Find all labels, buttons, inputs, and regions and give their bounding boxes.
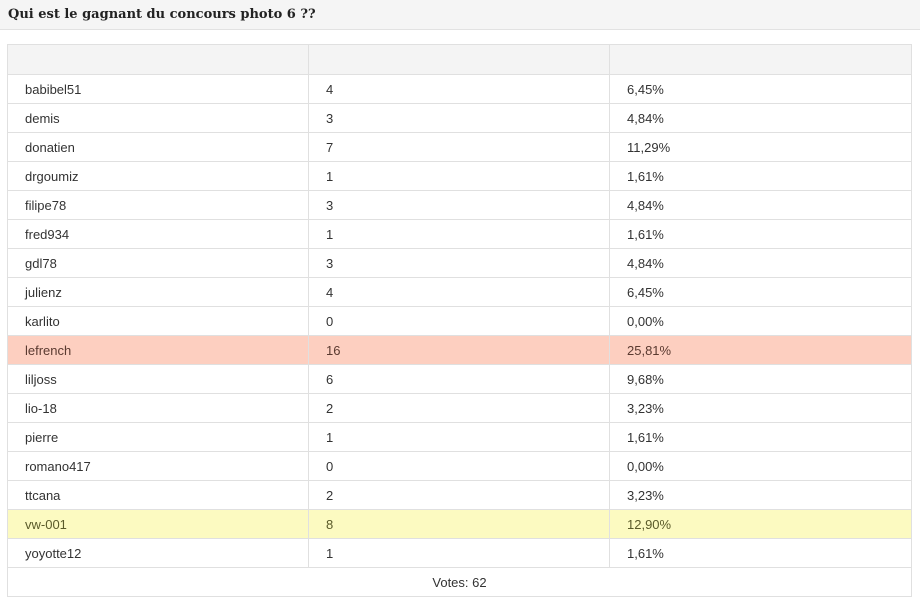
vote-count-cell: 2 <box>308 393 610 423</box>
vote-count-cell: 3 <box>308 103 610 133</box>
vote-percent-cell: 1,61% <box>609 422 912 452</box>
table-row: lefrench 16 25,81% <box>7 335 912 365</box>
table-row: babibel51 4 6,45% <box>7 74 912 104</box>
table-row: romano417 0 0,00% <box>7 451 912 481</box>
vote-percent-cell: 25,81% <box>609 335 912 365</box>
table-row: karlito 0 0,00% <box>7 306 912 336</box>
participant-name-cell: fred934 <box>7 219 309 249</box>
table-row: ttcana 2 3,23% <box>7 480 912 510</box>
participant-name-cell: julienz <box>7 277 309 307</box>
participant-name-cell: lefrench <box>7 335 309 365</box>
participant-name-cell: donatien <box>7 132 309 162</box>
participant-name-cell: filipe78 <box>7 190 309 220</box>
poll-results-table: babibel51 4 6,45% demis 3 4,84% donatien 7 11,29… <box>7 44 912 597</box>
column-header-votes <box>308 44 610 75</box>
vote-percent-cell: 0,00% <box>609 451 912 481</box>
column-header-percent <box>609 44 912 75</box>
participant-name-cell: pierre <box>7 422 309 452</box>
vote-percent-cell: 3,23% <box>609 393 912 423</box>
vote-percent-cell: 11,29% <box>609 132 912 162</box>
vote-count-cell: 8 <box>308 509 610 539</box>
participant-name-cell: drgoumiz <box>7 161 309 191</box>
table-row: filipe78 3 4,84% <box>7 190 912 220</box>
vote-count-cell: 3 <box>308 190 610 220</box>
table-row: donatien 7 11,29% <box>7 132 912 162</box>
poll-header: Qui est le gagnant du concours photo 6 ?… <box>0 0 920 30</box>
table-row: julienz 4 6,45% <box>7 277 912 307</box>
vote-percent-cell: 9,68% <box>609 364 912 394</box>
column-header-name <box>7 44 309 75</box>
table-row: gdl78 3 4,84% <box>7 248 912 278</box>
participant-name-cell: babibel51 <box>7 74 309 104</box>
vote-percent-cell: 6,45% <box>609 74 912 104</box>
vote-count-cell: 2 <box>308 480 610 510</box>
vote-percent-cell: 6,45% <box>609 277 912 307</box>
vote-count-cell: 7 <box>308 132 610 162</box>
participant-name-cell: liljoss <box>7 364 309 394</box>
participant-name-cell: karlito <box>7 306 309 336</box>
table-row: lio-18 2 3,23% <box>7 393 912 423</box>
vote-count-cell: 0 <box>308 306 610 336</box>
table-row: demis 3 4,84% <box>7 103 912 133</box>
vote-percent-cell: 4,84% <box>609 103 912 133</box>
vote-count-cell: 4 <box>308 277 610 307</box>
vote-percent-cell: 1,61% <box>609 161 912 191</box>
vote-count-cell: 3 <box>308 248 610 278</box>
participant-name-cell: lio-18 <box>7 393 309 423</box>
participant-name-cell: vw-001 <box>7 509 309 539</box>
vote-count-cell: 4 <box>308 74 610 104</box>
table-footer-row: Votes: 62 <box>7 567 912 597</box>
participant-name-cell: romano417 <box>7 451 309 481</box>
vote-percent-cell: 12,90% <box>609 509 912 539</box>
participant-name-cell: yoyotte12 <box>7 538 309 568</box>
total-votes: Votes: 62 <box>7 567 912 597</box>
table-row: fred934 1 1,61% <box>7 219 912 249</box>
table-body: babibel51 4 6,45% demis 3 4,84% donatien 7 11,29… <box>7 74 912 568</box>
vote-count-cell: 0 <box>308 451 610 481</box>
table-row: drgoumiz 1 1,61% <box>7 161 912 191</box>
vote-count-cell: 1 <box>308 538 610 568</box>
vote-percent-cell: 1,61% <box>609 538 912 568</box>
vote-percent-cell: 3,23% <box>609 480 912 510</box>
poll-title: Qui est le gagnant du concours photo 6 ?… <box>8 7 316 22</box>
vote-count-cell: 1 <box>308 422 610 452</box>
vote-count-cell: 1 <box>308 161 610 191</box>
table-header-row <box>7 44 912 75</box>
vote-count-cell: 1 <box>308 219 610 249</box>
vote-count-cell: 6 <box>308 364 610 394</box>
vote-percent-cell: 4,84% <box>609 248 912 278</box>
vote-percent-cell: 1,61% <box>609 219 912 249</box>
vote-percent-cell: 0,00% <box>609 306 912 336</box>
table-row: yoyotte12 1 1,61% <box>7 538 912 568</box>
participant-name-cell: demis <box>7 103 309 133</box>
table-row: pierre 1 1,61% <box>7 422 912 452</box>
table-row: liljoss 6 9,68% <box>7 364 912 394</box>
participant-name-cell: gdl78 <box>7 248 309 278</box>
table-row: vw-001 8 12,90% <box>7 509 912 539</box>
vote-count-cell: 16 <box>308 335 610 365</box>
vote-percent-cell: 4,84% <box>609 190 912 220</box>
participant-name-cell: ttcana <box>7 480 309 510</box>
